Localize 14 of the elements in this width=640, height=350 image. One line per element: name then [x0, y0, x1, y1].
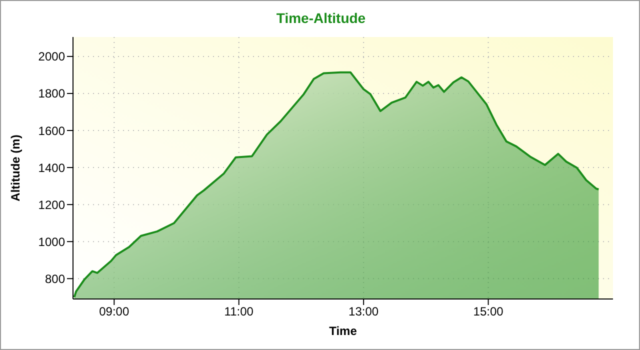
y-tick-label: 1200	[38, 198, 66, 212]
y-axis-title: Altitude (m)	[8, 134, 22, 202]
x-tick-label: 15:00	[473, 304, 504, 319]
x-tick-label: 09:00	[99, 304, 130, 319]
x-axis-title: Time	[329, 324, 358, 338]
y-tick-label: 1000	[38, 234, 66, 249]
y-tick-label: 1800	[38, 86, 66, 101]
y-tick-label: 2000	[38, 50, 66, 64]
x-tick-label: 11:00	[224, 304, 254, 319]
chart-title: Time-Altitude	[275, 10, 367, 26]
x-tick-label: 13:00	[348, 304, 379, 319]
y-tick-label: 800	[44, 272, 66, 286]
y-tick-label: 1400	[38, 160, 66, 175]
y-tick-label: 1600	[38, 124, 66, 138]
